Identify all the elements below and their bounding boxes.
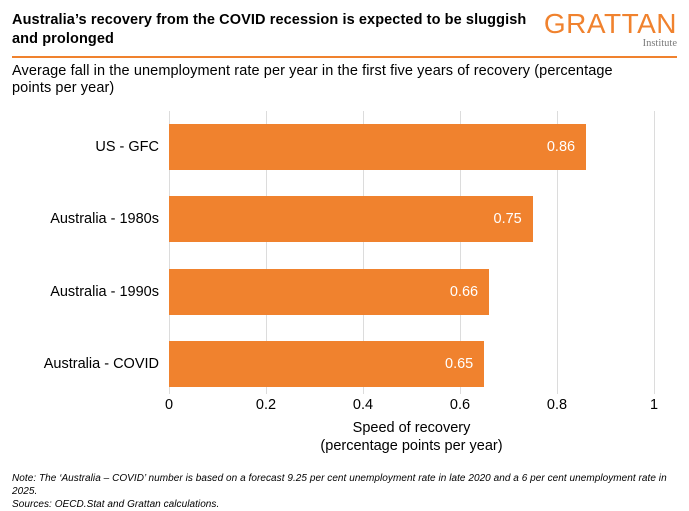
bar-value-label: 0.65	[445, 355, 474, 372]
footer-notes: Note: The ‘Australia – COVID’ number is …	[12, 472, 677, 511]
bar: 0.66	[169, 268, 490, 315]
bar: 0.86	[169, 123, 587, 170]
grattan-logo-subtext: Institute	[642, 38, 677, 49]
bar-value-label: 0.86	[546, 138, 576, 155]
x-tick-label: 0.4	[352, 396, 374, 413]
x-tick-label: 0	[164, 396, 174, 413]
header: Australia’s recovery from the COVID rece…	[12, 9, 677, 50]
page-title: Australia’s recovery from the COVID rece…	[12, 12, 527, 47]
gridline	[169, 110, 170, 394]
gridline	[266, 110, 267, 394]
x-tick-label: 1	[649, 396, 659, 413]
chart-sources: Sources: OECD.Stat and Grattan calculati…	[12, 498, 220, 510]
category-label: Australia - 1980s	[50, 210, 159, 227]
x-tick-label: 0.6	[449, 396, 471, 413]
gridline	[557, 110, 558, 394]
grattan-logo-wordmark: GRATTAN	[543, 8, 677, 39]
category-label: Australia - COVID	[43, 355, 159, 372]
title-divider	[12, 55, 677, 58]
bar-row: Australia - COVID 0.65	[12, 340, 677, 387]
x-axis-label: Speed of recovery (percentage points per…	[320, 419, 503, 454]
chart-subtitle: Average fall in the unemployment rate pe…	[12, 62, 613, 97]
category-label: Australia - 1990s	[50, 283, 159, 300]
x-tick-label: 0.2	[255, 396, 277, 413]
bar-value-label: 0.75	[493, 210, 522, 227]
bar-row: US - GFC 0.86	[12, 123, 677, 170]
gridline	[363, 110, 364, 394]
bar: 0.75	[169, 195, 533, 242]
bar-row: Australia - 1990s 0.66	[12, 268, 677, 315]
category-label: US - GFC	[95, 138, 159, 155]
grattan-institute-logo: GRATTAN Institute	[544, 10, 677, 50]
x-tick-label: 0.8	[546, 396, 568, 413]
bar-chart-plot-area: US - GFC 0.86 Australia - 1980s 0.75 Austral…	[12, 110, 677, 394]
bar-value-label: 0.66	[449, 283, 479, 300]
bar-row: Australia - 1980s 0.75	[12, 195, 677, 242]
gridline	[460, 110, 461, 394]
gridline	[654, 110, 655, 394]
chart-note: Note: The ‘Australia – COVID’ number is …	[12, 472, 667, 497]
bar: 0.65	[169, 340, 485, 387]
x-axis-tick-row: 0 0.2 0.4 0.6 0.8 1	[12, 397, 677, 415]
